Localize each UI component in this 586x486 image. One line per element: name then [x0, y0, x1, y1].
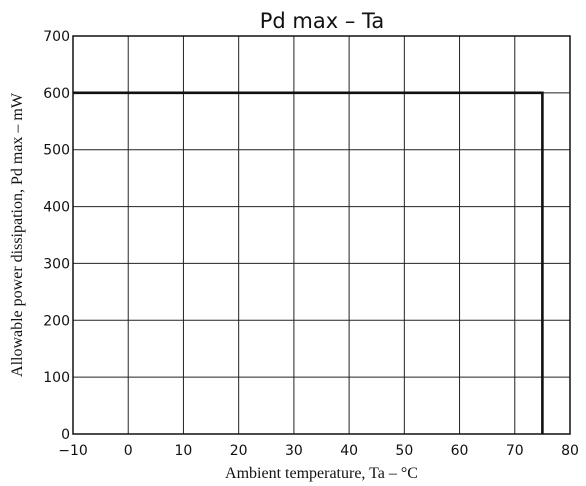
- x-tick-label: 50: [395, 443, 413, 459]
- x-tick-label: −10: [58, 443, 88, 459]
- x-tick-label: 0: [124, 443, 133, 459]
- y-tick-label: 500: [43, 143, 70, 159]
- y-tick-labels: 0 100 200 300 400 500 600 700: [43, 29, 70, 443]
- x-tick-label: 60: [451, 443, 469, 459]
- x-tick-labels: −10 0 10 20 30 40 50 60 70 80: [58, 443, 579, 459]
- y-tick-label: 100: [43, 370, 70, 386]
- y-tick-label: 700: [43, 29, 70, 45]
- x-tick-label: 10: [175, 443, 193, 459]
- y-tick-label: 400: [43, 200, 70, 216]
- grid: [72, 35, 571, 435]
- x-tick-label: 70: [506, 443, 524, 459]
- x-tick-label: 30: [285, 443, 303, 459]
- y-tick-label: 300: [43, 256, 70, 272]
- y-axis-label: Allowable power dissipation, Pd max – mW: [9, 92, 26, 377]
- x-axis-label: Ambient temperature, Ta – °C: [225, 465, 418, 482]
- series-layer: [73, 91, 544, 434]
- y-tick-label: 600: [43, 86, 70, 102]
- x-tick-label: 40: [340, 443, 358, 459]
- x-tick-label: 80: [561, 443, 579, 459]
- x-tick-label: 20: [230, 443, 248, 459]
- y-tick-label: 200: [43, 313, 70, 329]
- pd-max-derating-curve: [73, 91, 544, 434]
- chart-title: Pd max – Ta: [260, 9, 385, 33]
- y-tick-label: 0: [61, 427, 70, 443]
- plot-frame: [72, 35, 571, 435]
